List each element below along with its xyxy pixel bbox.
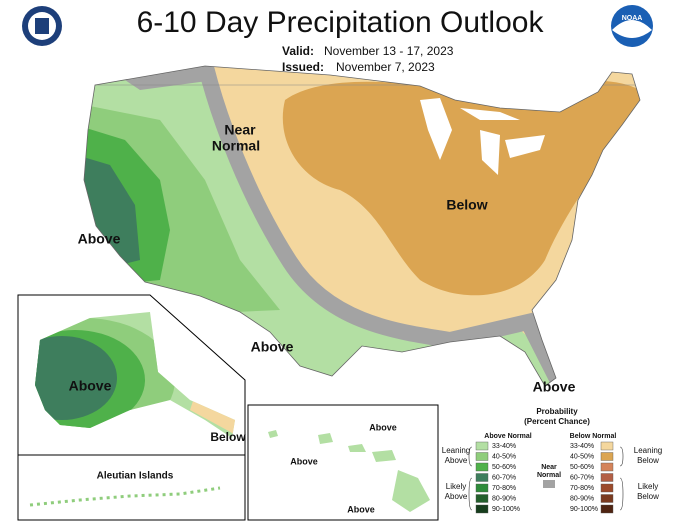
region-label: Above bbox=[533, 379, 576, 395]
conus-outline bbox=[83, 65, 641, 387]
aleutian-inset bbox=[17, 454, 246, 521]
legend-group: Likely bbox=[638, 482, 658, 491]
legend-group: Above bbox=[445, 492, 468, 501]
legend-swatch bbox=[475, 483, 489, 493]
hawaii bbox=[268, 430, 430, 512]
legend-brace bbox=[468, 446, 473, 467]
legend-swatch bbox=[600, 452, 614, 461]
legend-brace bbox=[619, 477, 624, 511]
legend-item: 90-100% bbox=[492, 506, 520, 513]
legend-item: 90-100% bbox=[570, 506, 598, 513]
legend-item: 70-80% bbox=[492, 485, 516, 492]
legend-brace bbox=[619, 446, 624, 467]
legend-item: 80-90% bbox=[492, 495, 516, 502]
legend-swatch bbox=[600, 494, 614, 503]
region-label: Above bbox=[290, 456, 318, 466]
valid-dates: November 13 - 17, 2023 bbox=[324, 44, 454, 58]
legend-swatch bbox=[600, 504, 614, 514]
legend-swatch bbox=[475, 473, 489, 482]
legend-swatch bbox=[543, 480, 555, 488]
legend-header: Below Normal bbox=[570, 433, 617, 440]
legend-swatch bbox=[600, 441, 614, 451]
legend: Probability (Percent Chance) Above Norma… bbox=[442, 407, 662, 514]
legend-group: Leaning bbox=[634, 446, 662, 455]
region-label: Above bbox=[251, 339, 294, 355]
legend-swatch bbox=[475, 462, 489, 472]
legend-swatch bbox=[475, 452, 489, 461]
legend-group: Below bbox=[637, 492, 659, 501]
svg-text:NOAA: NOAA bbox=[622, 15, 643, 22]
legend-near: Near bbox=[541, 464, 557, 471]
legend-item: 40-50% bbox=[492, 453, 516, 460]
legend-swatch bbox=[600, 483, 614, 493]
region-label: Above bbox=[369, 422, 397, 432]
legend-swatch bbox=[600, 473, 614, 482]
legend-subtitle: (Percent Chance) bbox=[524, 417, 590, 426]
issued-label: Issued: bbox=[282, 60, 324, 74]
doc-logo bbox=[22, 6, 62, 46]
legend-item: 50-60% bbox=[492, 464, 516, 471]
region-label: Above bbox=[78, 231, 121, 247]
legend-title: Probability bbox=[536, 407, 578, 416]
near-normal-label: Normal bbox=[212, 138, 260, 154]
issued-date: November 7, 2023 bbox=[336, 60, 435, 74]
legend-brace bbox=[468, 477, 473, 511]
legend-header: Above Normal bbox=[484, 433, 532, 440]
aleutian-label: Aleutian Islands bbox=[97, 471, 174, 482]
region-label: Below bbox=[446, 197, 487, 213]
legend-group: Leaning bbox=[442, 446, 470, 455]
legend-swatch bbox=[475, 494, 489, 503]
legend-item: 60-70% bbox=[570, 474, 594, 481]
legend-swatch bbox=[475, 441, 489, 451]
region-label: Below bbox=[210, 430, 246, 444]
legend-item: 40-50% bbox=[570, 453, 594, 460]
legend-group: Likely bbox=[446, 482, 466, 491]
legend-item: 80-90% bbox=[570, 495, 594, 502]
legend-swatch bbox=[475, 504, 489, 514]
valid-label: Valid: bbox=[282, 44, 314, 58]
legend-group: Above bbox=[445, 456, 468, 465]
legend-swatch bbox=[600, 462, 614, 472]
legend-item: 70-80% bbox=[570, 485, 594, 492]
legend-item: 60-70% bbox=[492, 474, 516, 481]
aleutian-islands bbox=[29, 486, 221, 507]
legend-item: 50-60% bbox=[570, 464, 594, 471]
legend-item: 33-40% bbox=[492, 443, 516, 450]
noaa-logo: NOAA bbox=[611, 5, 653, 47]
near-normal-label: Near bbox=[224, 122, 256, 138]
region-label: Above bbox=[69, 378, 112, 394]
region-label: Above bbox=[347, 504, 375, 514]
title: 6-10 Day Precipitation Outlook bbox=[137, 6, 545, 39]
legend-item: 33-40% bbox=[570, 443, 594, 450]
legend-near: Normal bbox=[537, 472, 561, 479]
legend-group: Below bbox=[637, 456, 659, 465]
